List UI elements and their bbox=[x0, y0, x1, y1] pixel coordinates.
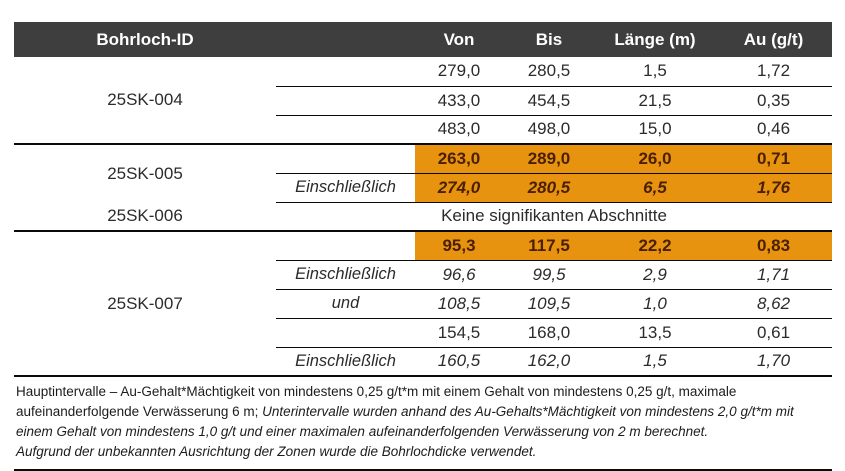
au-value: 0,83 bbox=[715, 230, 832, 260]
interval-row: und 108,5 109,5 1,0 8,62 bbox=[14, 288, 832, 318]
interval-row: Einschließlich 96,6 99,5 2,9 1,71 bbox=[14, 259, 832, 289]
bis-value: 280,5 bbox=[527, 61, 571, 81]
footnote-main-criteria: Hauptintervalle – Au-Gehalt*Mächtigkeit … bbox=[16, 384, 737, 419]
bis-value: 117,5 bbox=[503, 230, 595, 260]
qualifier-cell bbox=[276, 114, 415, 144]
laenge-value: 6,5 bbox=[595, 172, 715, 202]
qualifier-cell: Einschließlich bbox=[276, 172, 415, 202]
bis-value: 280,5 bbox=[503, 172, 595, 202]
column-header-qualifier bbox=[276, 22, 415, 57]
au-value: 0,61 bbox=[715, 317, 832, 347]
bis-value: 498,0 bbox=[503, 114, 595, 144]
laenge-value: 26,0 bbox=[595, 143, 715, 173]
interval-row: 483,0 498,0 15,0 0,46 bbox=[14, 114, 832, 144]
interval-row: Einschließlich 160,5 162,0 1,5 1,70 bbox=[14, 346, 832, 376]
no-intervals-row: 25SK-006 Keine signifikanten Abschnitte bbox=[14, 201, 832, 231]
bis-value: 162,0 bbox=[503, 346, 595, 376]
laenge-value: 1,5 bbox=[595, 346, 715, 376]
au-value: 1,70 bbox=[715, 346, 832, 376]
au-value: 0,35 bbox=[715, 85, 832, 115]
bis-value: 289,0 bbox=[503, 143, 595, 173]
bis-value: 99,5 bbox=[503, 259, 595, 289]
qualifier-cell bbox=[276, 317, 415, 347]
borehole-id: 25SK-004 bbox=[107, 90, 183, 109]
au-value: 1,71 bbox=[715, 259, 832, 289]
bis-value: 168,0 bbox=[503, 317, 595, 347]
laenge-value: 2,9 bbox=[595, 259, 715, 289]
interval-row: 25SK-004 279,0 280,5 1,5 1,72 bbox=[14, 57, 832, 109]
table-header-row: Bohrloch-ID Von Bis Länge (m) Au (g/t) bbox=[14, 22, 832, 57]
footnote-intervals: Hauptintervalle – Au-Gehalt*Mächtigkeit … bbox=[16, 382, 830, 442]
laenge-value: 1,0 bbox=[595, 288, 715, 318]
von-value: 108,5 bbox=[415, 288, 503, 318]
borehole-id: 25SK-005 bbox=[14, 143, 276, 202]
au-value: 1,76 bbox=[715, 172, 832, 202]
borehole-id: 25SK-006 bbox=[107, 206, 183, 225]
von-value: 274,0 bbox=[415, 172, 503, 202]
qualifier-cell: Einschließlich bbox=[276, 259, 415, 289]
qualifier-cell: und bbox=[276, 288, 415, 318]
von-value: 279,0 bbox=[437, 61, 481, 81]
footnote-orientation: Aufgrund der unbekannten Ausrichtung der… bbox=[16, 444, 537, 459]
interval-row-highlighted: 25SK-007 95,3 117,5 22,2 0,83 bbox=[14, 230, 832, 376]
no-significant-intervals-note: Keine signifikanten Abschnitte bbox=[276, 201, 832, 231]
column-header-laenge: Länge (m) bbox=[595, 22, 715, 57]
laenge-value: 21,5 bbox=[595, 85, 715, 115]
von-value: 263,0 bbox=[415, 143, 503, 173]
interval-row: 433,0 454,5 21,5 0,35 bbox=[14, 85, 832, 115]
drill-results-table: Bohrloch-ID Von Bis Länge (m) Au (g/t) 2… bbox=[14, 22, 832, 377]
au-value: 0,71 bbox=[715, 143, 832, 173]
drill-results-panel: Bohrloch-ID Von Bis Länge (m) Au (g/t) 2… bbox=[14, 22, 832, 471]
qualifier-cell bbox=[276, 85, 415, 115]
au-value: 1,72 bbox=[756, 61, 791, 81]
laenge-value: 13,5 bbox=[595, 317, 715, 347]
qualifier-cell: Einschließlich bbox=[276, 346, 415, 376]
interval-row-highlighted: 25SK-005 263,0 289,0 26,0 0,71 bbox=[14, 143, 832, 202]
laenge-value: 1,5 bbox=[643, 61, 667, 81]
interval-row-highlighted: Einschließlich 274,0 280,5 6,5 1,76 bbox=[14, 172, 832, 202]
laenge-value: 15,0 bbox=[595, 114, 715, 144]
von-value: 95,3 bbox=[415, 230, 503, 260]
qualifier-cell bbox=[276, 57, 415, 86]
borehole-id: 25SK-007 bbox=[14, 230, 276, 376]
von-value: 96,6 bbox=[415, 259, 503, 289]
bis-value: 454,5 bbox=[503, 85, 595, 115]
au-value: 0,46 bbox=[715, 114, 832, 144]
column-header-au: Au (g/t) bbox=[715, 22, 832, 57]
laenge-value: 22,2 bbox=[595, 230, 715, 260]
au-value: 8,62 bbox=[715, 288, 832, 318]
column-header-von: Von bbox=[415, 22, 503, 57]
von-value: 154,5 bbox=[415, 317, 503, 347]
bis-value: 109,5 bbox=[503, 288, 595, 318]
qualifier-cell bbox=[276, 143, 415, 173]
qualifier-cell bbox=[276, 230, 415, 260]
interval-row: 154,5 168,0 13,5 0,61 bbox=[14, 317, 832, 347]
column-header-bis: Bis bbox=[503, 22, 595, 57]
von-value: 483,0 bbox=[415, 114, 503, 144]
footnote-sub-criteria: Unterintervalle wurden anhand des Au-Geh… bbox=[16, 404, 794, 439]
footnotes: Hauptintervalle – Au-Gehalt*Mächtigkeit … bbox=[14, 377, 832, 471]
column-header-bohrloch-id: Bohrloch-ID bbox=[14, 22, 276, 57]
von-value: 160,5 bbox=[415, 346, 503, 376]
von-value: 433,0 bbox=[415, 85, 503, 115]
